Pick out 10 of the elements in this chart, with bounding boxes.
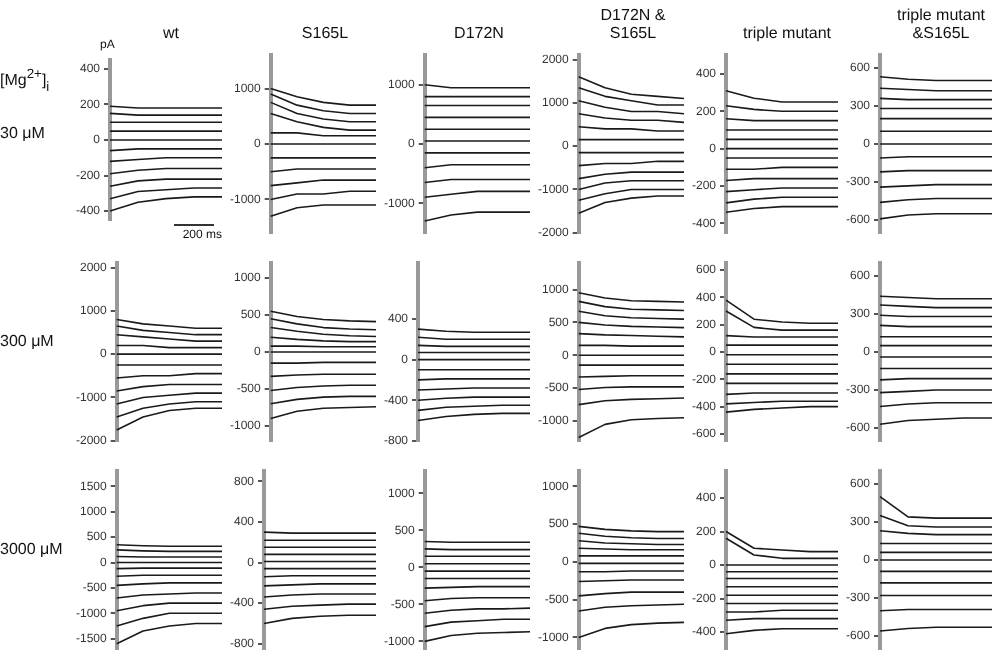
chart-title: triple mutant [740, 24, 834, 42]
chart-title: D172N [452, 24, 506, 42]
text: [Mg$^{2+}$]$_{i}$ [0, 68, 52, 95]
text: 300 μM [0, 332, 56, 350]
chart-title: D172N & S165L [598, 6, 668, 42]
text: 30 μM [0, 124, 47, 142]
chart-title: wt [161, 24, 181, 42]
text: 3000 μM [0, 540, 65, 558]
chart-title: S165L [299, 24, 351, 42]
chart-title: triple mutant &S165L [894, 6, 988, 42]
